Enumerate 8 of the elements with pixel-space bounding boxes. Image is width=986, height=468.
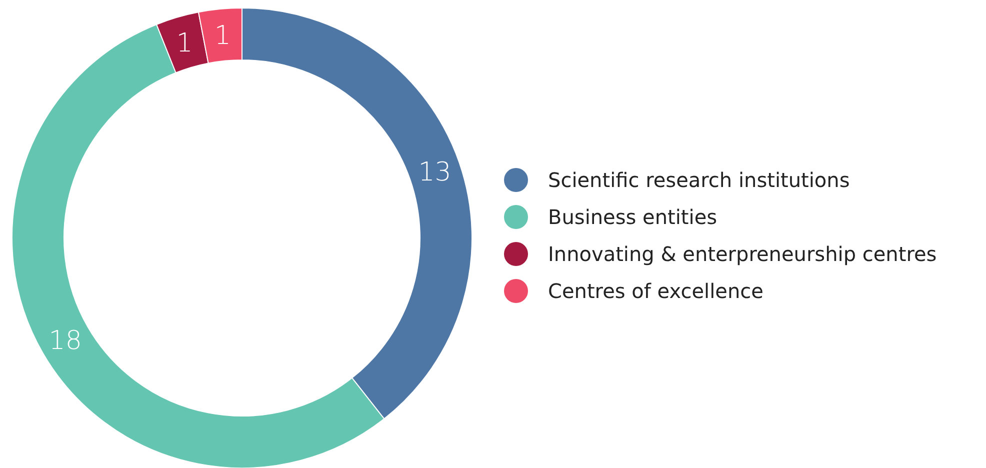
legend-label: Centres of excellence (548, 279, 764, 303)
data-label: 1 (176, 28, 193, 58)
data-label: 13 (418, 157, 452, 188)
legend-label: Innovating & enterpreneurship centres (548, 242, 937, 266)
legend-label: Scientific research institutions (548, 168, 850, 192)
legend-label: Business entities (548, 205, 718, 229)
data-label: 1 (214, 21, 231, 52)
data-label: 18 (48, 326, 82, 356)
